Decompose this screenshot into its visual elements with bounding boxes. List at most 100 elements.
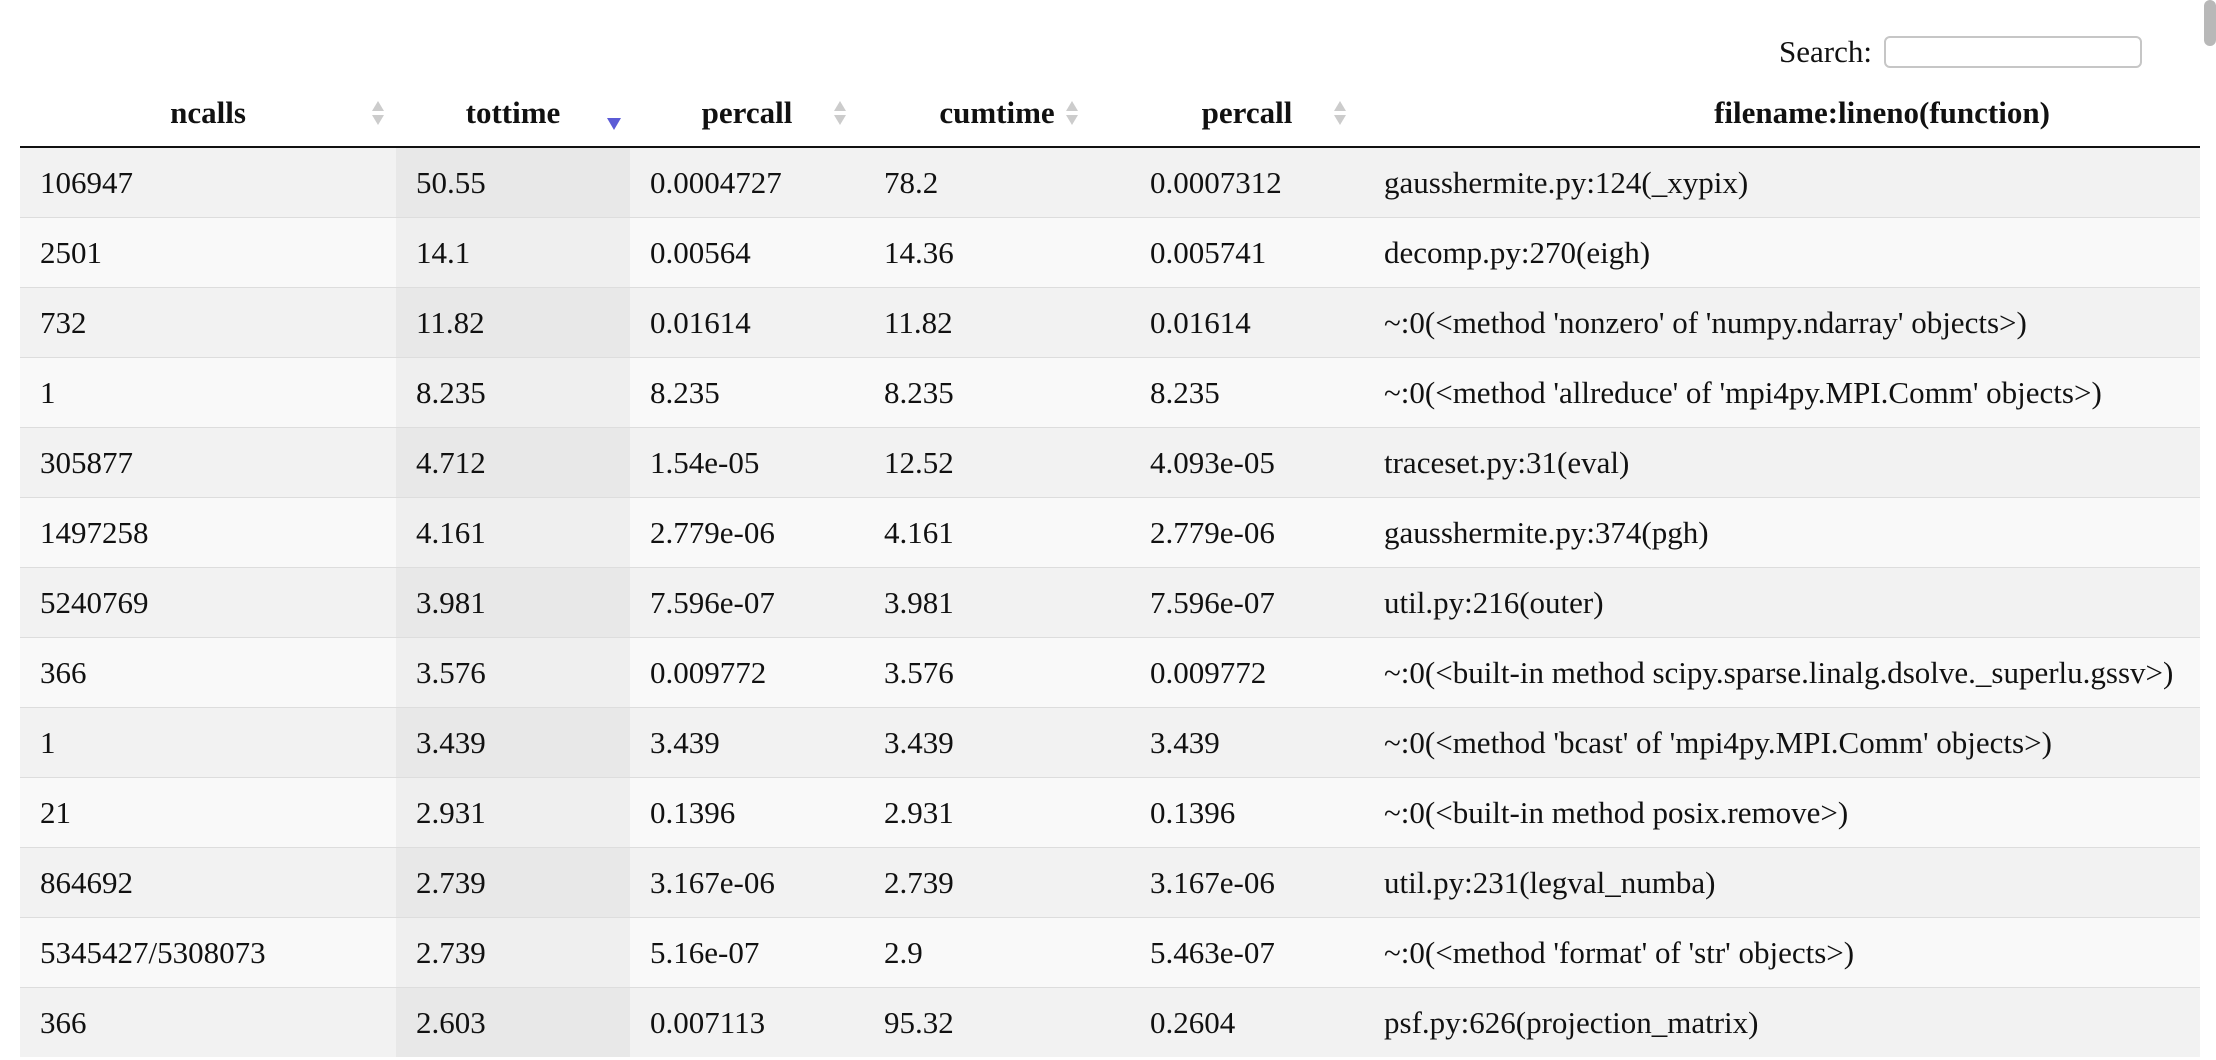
percall-cum-cell: 4.093e-05 bbox=[1130, 427, 1364, 498]
tottime-cell: 2.739 bbox=[396, 917, 630, 988]
ncalls-cell: 366 bbox=[20, 987, 396, 1057]
function-cell: ~:0(<method 'allreduce' of 'mpi4py.MPI.C… bbox=[1364, 357, 2200, 428]
percall-cell: 0.01614 bbox=[630, 287, 864, 358]
table-row[interactable]: 864692 2.739 3.167e-06 2.739 3.167e-06 util.p… bbox=[20, 847, 2200, 918]
percall-cum-cell: 0.1396 bbox=[1130, 777, 1364, 848]
sort-both-icon bbox=[1332, 98, 1348, 128]
table-row[interactable]: 366 3.576 0.009772 3.576 0.009772 ~:0(<built-… bbox=[20, 637, 2200, 708]
function-cell: ~:0(<built-in method scipy.sparse.linalg… bbox=[1364, 637, 2200, 708]
percall-cum-cell: 3.439 bbox=[1130, 707, 1364, 778]
column-header-5[interactable]: filename:lineno(function) bbox=[1364, 80, 2200, 148]
scrollbar-thumb[interactable] bbox=[2204, 0, 2216, 46]
tottime-cell: 2.603 bbox=[396, 987, 630, 1057]
percall-cum-cell: 3.167e-06 bbox=[1130, 847, 1364, 918]
column-header-3[interactable]: cumtime bbox=[864, 80, 1130, 148]
percall-cell: 3.439 bbox=[630, 707, 864, 778]
table-row[interactable]: 1 8.235 8.235 8.235 8.235 ~:0(<method 'allred… bbox=[20, 357, 2200, 428]
function-cell: util.py:231(legval_numba) bbox=[1364, 847, 2200, 918]
table-body: 106947 50.55 0.0004727 78.2 0.0007312 gausshe… bbox=[20, 147, 2200, 1057]
cumtime-cell: 4.161 bbox=[864, 497, 1130, 568]
table-row[interactable]: 1497258 4.161 2.779e-06 4.161 2.779e-06 gauss… bbox=[20, 497, 2200, 568]
tottime-cell: 3.981 bbox=[396, 567, 630, 638]
search-label: Search: bbox=[1779, 34, 1872, 69]
ncalls-cell: 106947 bbox=[20, 147, 396, 218]
cumtime-cell: 11.82 bbox=[864, 287, 1130, 358]
function-cell: traceset.py:31(eval) bbox=[1364, 427, 2200, 498]
search-input[interactable] bbox=[1884, 36, 2142, 68]
percall-cum-cell: 0.01614 bbox=[1130, 287, 1364, 358]
function-cell: ~:0(<method 'nonzero' of 'numpy.ndarray'… bbox=[1364, 287, 2200, 358]
percall-cell: 5.16e-07 bbox=[630, 917, 864, 988]
column-header-4[interactable]: percall bbox=[1130, 80, 1364, 148]
percall-cell: 7.596e-07 bbox=[630, 567, 864, 638]
percall-cell: 0.007113 bbox=[630, 987, 864, 1057]
cumtime-cell: 95.32 bbox=[864, 987, 1130, 1057]
percall-cum-cell: 5.463e-07 bbox=[1130, 917, 1364, 988]
table-row[interactable]: 5240769 3.981 7.596e-07 3.981 7.596e-07 util.… bbox=[20, 567, 2200, 638]
percall-cum-cell: 0.005741 bbox=[1130, 217, 1364, 288]
tottime-cell: 14.1 bbox=[396, 217, 630, 288]
table-row[interactable]: 21 2.931 0.1396 2.931 0.1396 ~:0(<built-in me… bbox=[20, 777, 2200, 848]
ncalls-cell: 21 bbox=[20, 777, 396, 848]
ncalls-cell: 2501 bbox=[20, 217, 396, 288]
tottime-cell: 11.82 bbox=[396, 287, 630, 358]
cumtime-cell: 12.52 bbox=[864, 427, 1130, 498]
percall-cum-cell: 0.009772 bbox=[1130, 637, 1364, 708]
column-header-0[interactable]: ncalls bbox=[20, 80, 396, 148]
function-cell: ~:0(<built-in method posix.remove>) bbox=[1364, 777, 2200, 848]
percall-cell: 1.54e-05 bbox=[630, 427, 864, 498]
table-row[interactable]: 1 3.439 3.439 3.439 3.439 ~:0(<method 'bcast'… bbox=[20, 707, 2200, 778]
percall-cell: 0.1396 bbox=[630, 777, 864, 848]
table-row[interactable]: 732 11.82 0.01614 11.82 0.01614 ~:0(<method '… bbox=[20, 287, 2200, 358]
column-header-label: filename:lineno(function) bbox=[1714, 95, 2050, 130]
column-header-2[interactable]: percall bbox=[630, 80, 864, 148]
table-row[interactable]: 366 2.603 0.007113 95.32 0.2604 psf.py:626(pr… bbox=[20, 987, 2200, 1057]
header-row: ncalls tottime percall cumtime percall filena… bbox=[20, 80, 2200, 148]
tottime-cell: 2.739 bbox=[396, 847, 630, 918]
table-row[interactable]: 2501 14.1 0.00564 14.36 0.005741 decomp.py:27… bbox=[20, 217, 2200, 288]
cumtime-cell: 3.576 bbox=[864, 637, 1130, 708]
cumtime-cell: 2.9 bbox=[864, 917, 1130, 988]
function-cell: util.py:216(outer) bbox=[1364, 567, 2200, 638]
percall-cell: 8.235 bbox=[630, 357, 864, 428]
ncalls-cell: 1 bbox=[20, 707, 396, 778]
ncalls-cell: 864692 bbox=[20, 847, 396, 918]
function-cell: gausshermite.py:374(pgh) bbox=[1364, 497, 2200, 568]
cumtime-cell: 2.739 bbox=[864, 847, 1130, 918]
column-header-1[interactable]: tottime bbox=[396, 80, 630, 148]
percall-cum-cell: 0.2604 bbox=[1130, 987, 1364, 1057]
percall-cell: 0.009772 bbox=[630, 637, 864, 708]
tottime-cell: 3.439 bbox=[396, 707, 630, 778]
percall-cum-cell: 7.596e-07 bbox=[1130, 567, 1364, 638]
percall-cum-cell: 0.0007312 bbox=[1130, 147, 1364, 218]
table-row[interactable]: 5345427/5308073 2.739 5.16e-07 2.9 5.463e-07… bbox=[20, 917, 2200, 988]
cumtime-cell: 78.2 bbox=[864, 147, 1130, 218]
column-header-label: percall bbox=[1201, 95, 1293, 130]
function-cell: ~:0(<method 'bcast' of 'mpi4py.MPI.Comm'… bbox=[1364, 707, 2200, 778]
ncalls-cell: 5345427/5308073 bbox=[20, 917, 396, 988]
function-cell: gausshermite.py:124(_xypix) bbox=[1364, 147, 2200, 218]
column-header-label: tottime bbox=[465, 95, 561, 130]
ncalls-cell: 732 bbox=[20, 287, 396, 358]
cumtime-cell: 8.235 bbox=[864, 357, 1130, 428]
ncalls-cell: 366 bbox=[20, 637, 396, 708]
sort-descending-icon bbox=[606, 107, 622, 137]
cumtime-cell: 14.36 bbox=[864, 217, 1130, 288]
tottime-cell: 8.235 bbox=[396, 357, 630, 428]
tottime-cell: 2.931 bbox=[396, 777, 630, 848]
ncalls-cell: 305877 bbox=[20, 427, 396, 498]
sort-both-icon bbox=[832, 98, 848, 128]
cumtime-cell: 3.439 bbox=[864, 707, 1130, 778]
table-row[interactable]: 106947 50.55 0.0004727 78.2 0.0007312 gausshe… bbox=[20, 147, 2200, 218]
column-header-label: ncalls bbox=[170, 95, 246, 130]
tottime-cell: 4.712 bbox=[396, 427, 630, 498]
stats-table: ncalls tottime percall cumtime percall filena… bbox=[20, 80, 2200, 1057]
ncalls-cell: 5240769 bbox=[20, 567, 396, 638]
search-bar: Search: bbox=[1779, 34, 2142, 70]
tottime-cell: 4.161 bbox=[396, 497, 630, 568]
percall-cell: 3.167e-06 bbox=[630, 847, 864, 918]
cumtime-cell: 2.931 bbox=[864, 777, 1130, 848]
column-header-label: cumtime bbox=[939, 95, 1055, 130]
table-row[interactable]: 305877 4.712 1.54e-05 12.52 4.093e-05 tracese… bbox=[20, 427, 2200, 498]
